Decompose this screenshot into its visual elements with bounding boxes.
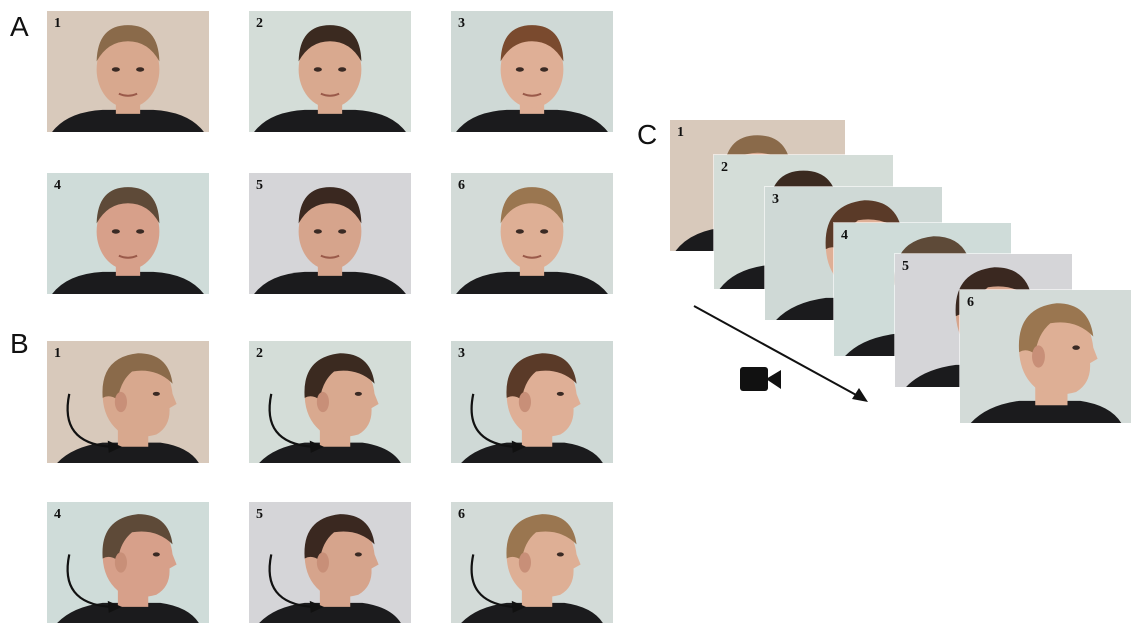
curved-arrow-icon [470,393,526,453]
photo-number: 2 [256,346,263,361]
profile-photo: 1 [47,341,209,463]
portrait-illustration [249,11,411,132]
profile-photo: 6 [451,502,613,623]
curved-arrow-icon [268,393,324,453]
portrait-illustration [451,341,613,463]
curved-arrow-icon [268,554,324,613]
photo-number: 2 [721,160,728,175]
photo-number: 5 [256,507,263,522]
portrait-illustration [960,290,1131,423]
photo-number: 6 [458,178,465,193]
frontal-photo: 3 [451,11,613,132]
portrait-illustration [47,502,209,623]
frontal-photo: 4 [47,173,209,294]
photo-number: 3 [458,346,465,361]
profile-photo: 3 [451,341,613,463]
profile-photo: 5 [249,502,411,623]
photo-number: 3 [458,16,465,31]
portrait-illustration [47,173,209,294]
panel-label-b: B [10,328,29,359]
photo-number: 4 [54,178,61,193]
video-camera-icon [740,367,781,391]
photo-number: 4 [54,507,61,522]
photo-number: 5 [902,259,909,274]
curved-arrow-icon [66,393,122,453]
portrait-illustration [451,11,613,132]
portrait-illustration [47,341,209,463]
photo-number: 1 [677,125,684,140]
photo-number: 6 [967,295,974,310]
photo-number: 1 [54,16,61,31]
photo-number: 4 [841,228,848,243]
curved-arrow-icon [470,554,526,613]
curved-arrow-icon [66,554,122,613]
profile-photo: 2 [249,341,411,463]
frontal-photo: 2 [249,11,411,132]
photo-number: 5 [256,178,263,193]
frontal-photo: 6 [451,173,613,294]
photo-number: 3 [772,192,779,207]
photo-number: 1 [54,346,61,361]
portrait-illustration [451,502,613,623]
video-frame: 6 [960,290,1131,423]
portrait-illustration [451,173,613,294]
photo-number: 6 [458,507,465,522]
portrait-illustration [249,502,411,623]
profile-photo: 4 [47,502,209,623]
portrait-illustration [47,11,209,132]
frontal-photo: 5 [249,173,411,294]
portrait-illustration [249,173,411,294]
panel-label-a: A [10,11,29,42]
frontal-photo: 1 [47,11,209,132]
panel-label-c: C [637,119,658,150]
photo-number: 2 [256,16,263,31]
portrait-illustration [249,341,411,463]
